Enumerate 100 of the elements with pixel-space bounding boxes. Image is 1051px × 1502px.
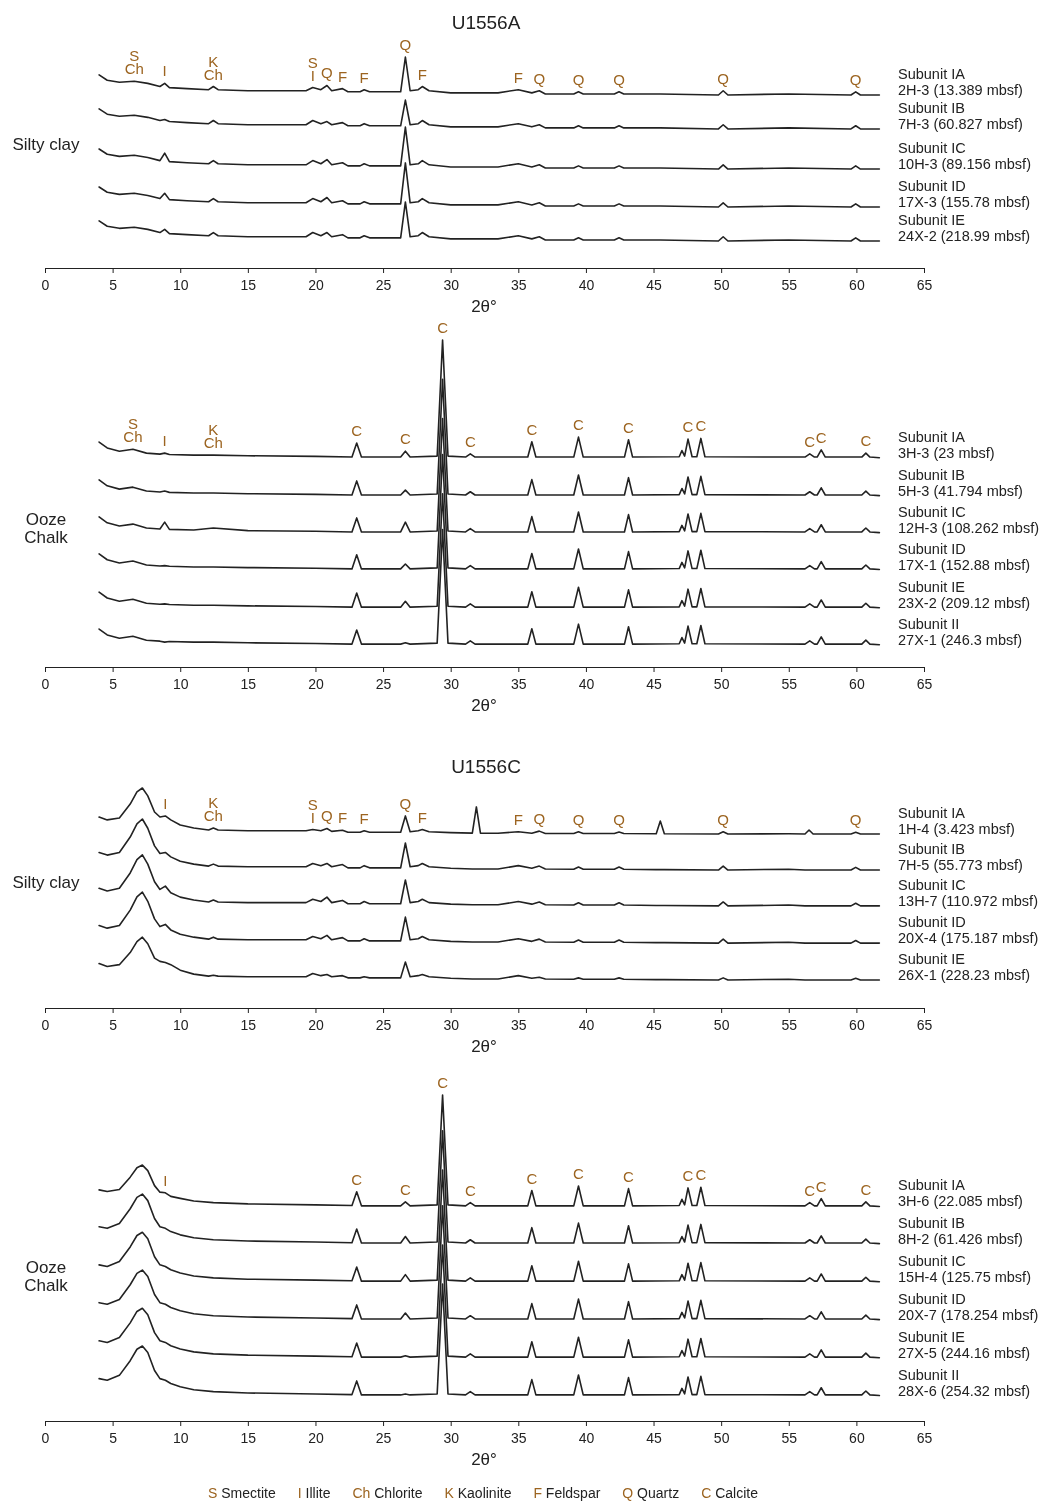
series-label: Subunit ID 17X-1 (152.88 mbsf) (898, 540, 1031, 573)
annotation: I (162, 431, 167, 449)
annotation: C (399, 429, 411, 447)
x-tick-label: 25 (375, 1430, 392, 1446)
x-tick-label: 30 (443, 676, 460, 692)
chart-title: U1556A (451, 11, 521, 33)
series-label: Subunit IA 3H-3 (23 mbsf) (898, 428, 995, 461)
x-axis-title: 2θ° (471, 1036, 497, 1056)
x-tick-label: 0 (41, 1430, 50, 1446)
x-axis-title: 2θ° (471, 296, 497, 316)
annotation: Silty clay (12, 134, 81, 154)
x-tick-label: 60 (849, 676, 865, 692)
x-tick-label: 35 (511, 676, 527, 692)
x-tick-label: 40 (578, 676, 595, 692)
series-label: Subunit IE 23X-2 (209.12 mbsf) (898, 578, 1031, 611)
x-axis-title: 2θ° (471, 1449, 497, 1469)
x-tick-label: 15 (240, 676, 257, 692)
annotation: K Ch (203, 420, 223, 451)
series-label: Subunit IC 15H-4 (125.75 mbsf) (898, 1252, 1031, 1285)
x-tick-label: 45 (646, 1017, 663, 1033)
x-tick-label: 10 (172, 1430, 189, 1446)
series-label: Subunit IC 12H-3 (108.262 mbsf) (898, 503, 1040, 536)
x-tick-label: 10 (172, 676, 189, 692)
text: S Smectite (208, 1485, 276, 1501)
annotation: F (337, 67, 348, 85)
x-tick-label: 55 (781, 676, 798, 692)
annotation: C (682, 417, 694, 435)
annotation: Ooze Chalk (24, 509, 69, 547)
x-tick-label: 5 (109, 1017, 118, 1033)
x-axis-title: 2θ° (471, 695, 497, 715)
text: Q Quartz (622, 1485, 680, 1501)
x-tick-label: 40 (578, 1017, 595, 1033)
x-tick-label: 25 (375, 277, 392, 293)
x-tick-label: 30 (443, 1017, 460, 1033)
x-tick-label: 20 (308, 676, 324, 692)
annotation: S Ch (124, 46, 144, 77)
annotation: S I (307, 795, 318, 826)
annotation: S Ch (123, 414, 143, 445)
x-tick-label: 60 (849, 277, 865, 293)
x-tick-label: 40 (578, 1430, 595, 1446)
x-tick-label: 25 (375, 676, 392, 692)
x-tick-label: 15 (240, 277, 257, 293)
annotation: C (351, 421, 363, 439)
x-tick-label: 0 (41, 676, 50, 692)
x-tick-label: 0 (41, 1017, 50, 1033)
x-tick-label: 45 (646, 676, 663, 692)
annotation: F (359, 809, 369, 827)
series-label: Subunit IA 3H-6 (22.085 mbsf) (898, 1177, 1023, 1210)
series-label: Subunit ID 20X-7 (178.254 mbsf) (898, 1290, 1039, 1323)
annotation: F (513, 810, 523, 828)
annotation: Q (321, 63, 333, 81)
annotation: C (437, 1073, 449, 1091)
annotation: C (399, 1180, 411, 1198)
x-tick-label: 10 (172, 277, 189, 293)
annotation: C (815, 1177, 827, 1195)
x-tick-label: 50 (713, 1430, 730, 1446)
annotation: Q (399, 35, 412, 53)
annotation: K Ch (203, 52, 223, 83)
annotation: C (526, 420, 538, 438)
x-tick-label: 55 (781, 277, 798, 293)
annotation: F (417, 65, 427, 83)
x-tick-label: 15 (240, 1017, 257, 1033)
x-tick-label: 50 (713, 676, 730, 692)
annotation: F (513, 68, 523, 86)
x-tick-label: 25 (375, 1017, 392, 1033)
annotation: C (526, 1169, 538, 1187)
series-label: Subunit II 28X-6 (254.32 mbsf) (898, 1366, 1031, 1399)
annotation: Q (717, 810, 730, 828)
x-tick-label: 20 (308, 277, 324, 293)
annotation: Q (849, 810, 862, 828)
series-label: Subunit IB 7H-3 (60.827 mbsf) (898, 99, 1023, 132)
annotation: Q (849, 70, 862, 88)
x-tick-label: 35 (511, 1430, 527, 1446)
x-tick-label: 30 (443, 1430, 460, 1446)
annotation: Silty clay (12, 872, 81, 892)
x-tick-label: 30 (443, 277, 460, 293)
annotation: C (623, 1167, 635, 1185)
annotation: C (695, 1165, 707, 1183)
annotation: C (804, 432, 816, 450)
series-label: Subunit IB 8H-2 (61.426 mbsf) (898, 1214, 1023, 1247)
annotation: C (623, 418, 635, 436)
series-label: Subunit IA 1H-4 (3.423 mbsf) (898, 804, 1015, 837)
annotation: Ooze Chalk (24, 1257, 69, 1295)
annotation: S I (307, 53, 318, 84)
annotation: C (682, 1166, 694, 1184)
series-label: Subunit IB 7H-5 (55.773 mbsf) (898, 841, 1023, 874)
x-tick-label: 35 (511, 277, 527, 293)
text: K Kaolinite (444, 1485, 512, 1501)
series-label: Subunit IC 10H-3 (89.156 mbsf) (898, 140, 1031, 173)
x-tick-label: 5 (109, 1430, 118, 1446)
text: Ch Chlorite (352, 1485, 423, 1501)
text: C Calcite (701, 1485, 759, 1501)
annotation: C (860, 431, 872, 449)
x-tick-label: 15 (240, 1430, 257, 1446)
annotation: C (573, 1164, 585, 1182)
series-label: Subunit IB 5H-3 (41.794 mbsf) (898, 466, 1023, 499)
annotation: I (163, 1171, 168, 1189)
annotation: C (804, 1181, 816, 1199)
annotation: C (573, 415, 585, 433)
annotation: Q (613, 810, 625, 828)
